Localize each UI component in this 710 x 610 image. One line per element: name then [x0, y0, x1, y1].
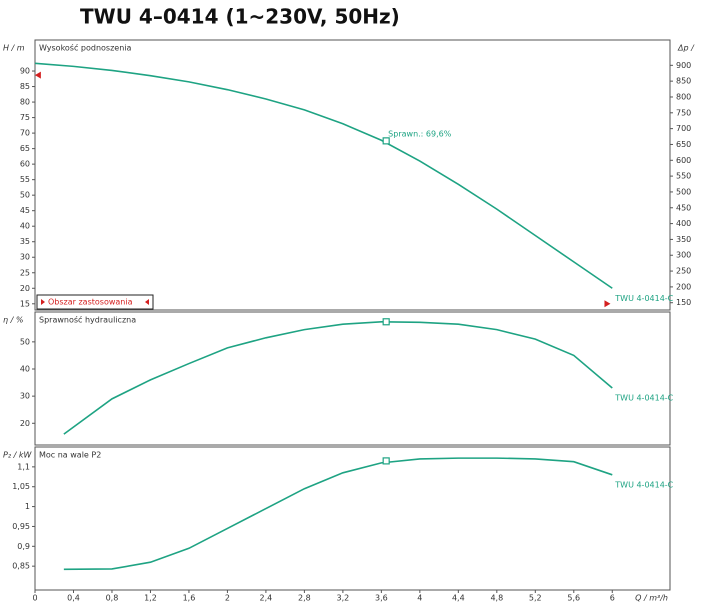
y-tick-label: 15 [20, 299, 30, 308]
y2-tick-label: 600 [676, 156, 691, 165]
y2-tick-label: 150 [676, 298, 691, 307]
x-tick-label: 0 [32, 594, 37, 603]
y2-axis-title: Δp / [677, 44, 695, 53]
range-limit [34, 71, 41, 79]
page-title: TWU 4–0414 (1~230V, 50Hz) [80, 5, 400, 29]
x-tick-label: 2,8 [298, 594, 311, 603]
y-tick-label: 40 [20, 222, 30, 231]
y2-tick-label: 800 [676, 92, 691, 101]
y-tick-label: 1,05 [12, 482, 30, 491]
panel-frame [34, 446, 671, 591]
legend-icon [145, 299, 149, 305]
y-tick-label: 30 [20, 253, 30, 262]
y-tick-label: 45 [20, 206, 30, 215]
x-tick-label: 3,6 [375, 594, 388, 603]
panel-frame [34, 311, 671, 446]
y-tick-label: 75 [20, 113, 30, 122]
y-axis-title: P₂ / kW [3, 451, 32, 460]
legend-label: Obszar zastosowania [48, 298, 133, 307]
curve [63, 457, 613, 571]
y-tick-label: 40 [20, 365, 30, 374]
series-label: TWU 4-0414-C [614, 394, 673, 403]
legend-box [36, 294, 154, 310]
y-axis-title: H / m [3, 44, 25, 53]
x-tick-label: 1,2 [144, 594, 157, 603]
x-tick-label: 5,2 [529, 594, 542, 603]
curve [34, 62, 613, 289]
panel-title: Sprawność hydrauliczna [39, 315, 136, 325]
series-label: TWU 4-0414-C [614, 480, 673, 489]
y-tick-label: 70 [20, 129, 30, 138]
x-tick-label: 4 [417, 594, 422, 603]
y-tick-label: 0,85 [12, 562, 30, 571]
series-label: TWU 4-0414-C [614, 294, 673, 303]
panel-title: Wysokość podnoszenia [39, 43, 132, 53]
x-tick-label: 1,6 [183, 594, 196, 603]
panel-title: Moc na wale P2 [39, 451, 101, 460]
y-tick-label: 60 [20, 160, 30, 169]
y-tick-label: 65 [20, 144, 30, 153]
duty-point [382, 318, 390, 326]
range-limit [604, 300, 611, 308]
y-tick-label: 30 [20, 392, 30, 401]
y-tick-label: 0,9 [17, 542, 30, 551]
y-tick-label: 0,95 [12, 522, 30, 531]
y2-tick-label: 700 [676, 124, 691, 133]
duty-point [382, 457, 390, 465]
legend-icon [41, 299, 45, 305]
panel-frame [34, 39, 671, 311]
x-tick-label: 2,4 [260, 594, 273, 603]
y2-tick-label: 450 [676, 203, 691, 212]
y2-tick-label: 750 [676, 108, 691, 117]
y-tick-label: 1,1 [17, 462, 30, 471]
x-tick-label: 5,6 [567, 594, 580, 603]
x-tick-label: 0,4 [67, 594, 80, 603]
y2-tick-label: 200 [676, 282, 691, 291]
y-tick-label: 50 [20, 191, 30, 200]
y2-tick-label: 250 [676, 267, 691, 276]
duty-point [382, 137, 390, 145]
y-tick-label: 50 [20, 337, 30, 346]
y-tick-label: 90 [20, 67, 30, 76]
y2-tick-label: 350 [676, 235, 691, 244]
y-axis-title: η / % [3, 316, 23, 325]
x-axis-title: Q / m³/h [635, 594, 668, 603]
y2-tick-label: 850 [676, 77, 691, 86]
annotation: Sprawn.: 69,6% [388, 129, 452, 138]
y2-tick-label: 550 [676, 172, 691, 181]
y2-tick-label: 650 [676, 140, 691, 149]
curve [63, 320, 613, 435]
y2-tick-label: 400 [676, 219, 691, 228]
x-tick-label: 4,4 [452, 594, 465, 603]
y2-tick-label: 900 [676, 61, 691, 70]
y2-tick-label: 300 [676, 251, 691, 260]
y2-tick-label: 500 [676, 187, 691, 196]
y-tick-label: 1 [25, 502, 30, 511]
y-tick-label: 85 [20, 82, 30, 91]
y-tick-label: 20 [20, 284, 30, 293]
x-tick-label: 0,8 [106, 594, 119, 603]
y-tick-label: 20 [20, 419, 30, 428]
x-tick-label: 4,8 [490, 594, 503, 603]
x-tick-label: 3,2 [337, 594, 350, 603]
y-tick-label: 25 [20, 268, 30, 277]
y-tick-label: 80 [20, 98, 30, 107]
y-tick-label: 35 [20, 237, 30, 246]
x-tick-label: 6 [610, 594, 615, 603]
x-tick-label: 2 [225, 594, 230, 603]
y-tick-label: 55 [20, 175, 30, 184]
